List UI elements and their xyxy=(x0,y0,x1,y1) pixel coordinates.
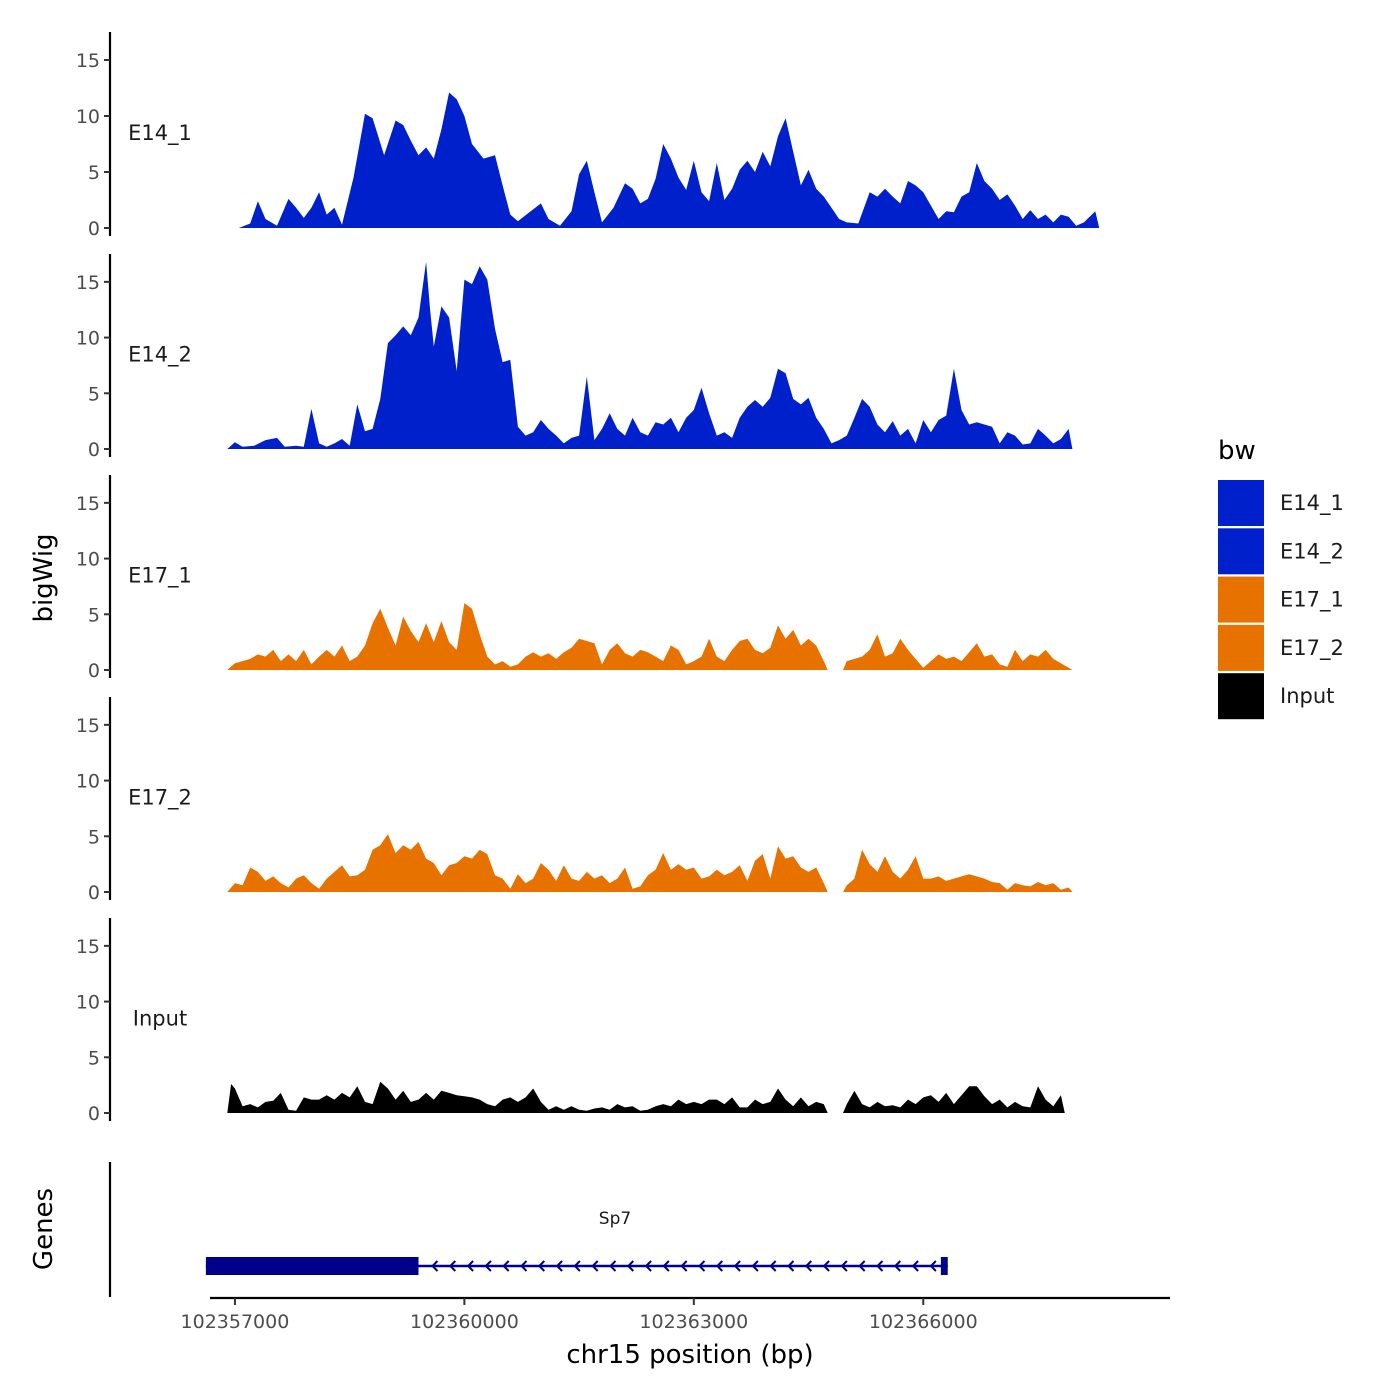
strand-arrow xyxy=(502,1260,510,1272)
area-e17_1 xyxy=(227,603,1073,670)
gene-label: Sp7 xyxy=(599,1209,631,1229)
strand-arrow xyxy=(804,1260,813,1272)
y-axis-title: bigWig xyxy=(29,533,59,622)
track-e14_1: 0 5 10 15 E14_1 xyxy=(76,32,1100,240)
strand-arrow xyxy=(911,1260,919,1272)
gene-exon xyxy=(205,1257,419,1275)
strand-arrow xyxy=(591,1260,599,1272)
y-tick-label: 5 xyxy=(88,1047,100,1069)
strand-arrow xyxy=(858,1260,866,1272)
legend-swatch-input xyxy=(1218,673,1264,720)
track-label: E17_2 xyxy=(128,785,192,810)
gene-track: Sp7 xyxy=(108,1162,948,1297)
strand-arrow xyxy=(822,1260,830,1272)
strand-arrow xyxy=(715,1260,724,1272)
x-tick-label: 102366000 xyxy=(869,1311,978,1333)
track-input: 0 5 10 15 Input xyxy=(76,918,1065,1125)
track-e14_2: 0 5 10 15 E14_2 xyxy=(76,254,1073,461)
x-tick-label: 102363000 xyxy=(639,1311,748,1333)
strand-arrow xyxy=(555,1260,563,1272)
legend-label: E14_2 xyxy=(1280,539,1344,564)
strand-arrow xyxy=(431,1260,439,1272)
strand-arrow xyxy=(769,1260,777,1272)
track-e17_1: 0 5 10 15 E17_1 xyxy=(76,475,1073,682)
area-e17_2 xyxy=(227,834,1073,892)
track-label: E17_1 xyxy=(128,563,192,588)
y-tick-label: 15 xyxy=(76,936,100,958)
strand-arrow xyxy=(929,1260,937,1272)
strand-arrow xyxy=(876,1260,884,1272)
legend-swatch-e17_2 xyxy=(1218,624,1264,671)
y-tick-label: 5 xyxy=(88,162,100,184)
y-tick-label: 5 xyxy=(88,383,100,405)
y-tick-label: 0 xyxy=(88,882,100,904)
y-tick-label: 10 xyxy=(76,992,100,1014)
legend-swatch-e14_2 xyxy=(1218,528,1264,575)
strand-arrow xyxy=(787,1260,795,1272)
track-e17_2: 0 5 10 15 E17_2 xyxy=(76,697,1073,904)
y-tick-label: 15 xyxy=(76,272,100,294)
track-label: E14_1 xyxy=(128,121,192,146)
legend-label: E17_1 xyxy=(1280,588,1344,613)
strand-arrow xyxy=(644,1260,652,1272)
legend-label: Input xyxy=(1280,684,1334,708)
strand-arrow xyxy=(662,1260,670,1272)
y-tick-label: 0 xyxy=(88,1103,100,1125)
strand-arrow xyxy=(609,1260,617,1272)
y-tick-label: 10 xyxy=(76,549,100,571)
y-tick-label: 15 xyxy=(76,715,100,737)
strand-arrow xyxy=(698,1260,706,1272)
legend-label: E17_2 xyxy=(1280,636,1344,661)
y-tick-label: 15 xyxy=(76,50,100,72)
strand-arrow xyxy=(448,1260,457,1272)
y-tick-label: 0 xyxy=(88,660,100,682)
strand-arrow xyxy=(466,1260,474,1272)
y-tick-label: 10 xyxy=(76,106,100,128)
legend-title: bw xyxy=(1218,436,1256,466)
legend-swatch-e17_1 xyxy=(1218,576,1264,623)
area-e14_1 xyxy=(238,92,1100,228)
strand-arrow xyxy=(573,1260,581,1272)
y-tick-label: 0 xyxy=(88,218,100,240)
strand-arrow xyxy=(733,1260,741,1272)
area-e14_2 xyxy=(227,261,1073,449)
legend: bw E14_1 E14_2 E17_1 E17_2 Input xyxy=(1218,436,1344,720)
signal-tracks: 0 5 10 15 E14_1 0 5 10 15 E14_2 0 5 10 15 E17_1 0 5 10 15 E… xyxy=(76,32,1100,1125)
legend-label: E14_1 xyxy=(1280,491,1344,516)
y-tick-label: 5 xyxy=(88,826,100,848)
x-tick-label: 102357000 xyxy=(181,1311,290,1333)
track-label: E14_2 xyxy=(128,342,192,367)
gene-track-title: Genes xyxy=(29,1188,59,1270)
strand-arrow xyxy=(520,1260,528,1272)
strand-arrow xyxy=(751,1260,759,1272)
y-tick-label: 0 xyxy=(88,439,100,461)
x-axis-title: chr15 position (bp) xyxy=(566,1340,813,1370)
y-tick-label: 10 xyxy=(76,771,100,793)
area-input xyxy=(227,1081,1065,1113)
track-label: Input xyxy=(133,1006,187,1030)
strand-arrow xyxy=(680,1260,688,1272)
x-axis: 102357000 102360000 102363000 102366000 xyxy=(181,1296,1170,1333)
strand-arrow xyxy=(484,1260,492,1272)
strand-arrow xyxy=(893,1260,902,1272)
strand-arrow xyxy=(537,1260,546,1272)
y-tick-label: 5 xyxy=(88,604,100,626)
legend-swatch-e14_1 xyxy=(1218,480,1264,526)
gene-exon xyxy=(940,1257,948,1275)
x-tick-label: 102360000 xyxy=(410,1311,519,1333)
strand-arrow xyxy=(626,1260,635,1272)
strand-arrow xyxy=(840,1260,848,1272)
y-tick-label: 15 xyxy=(76,493,100,515)
y-tick-label: 10 xyxy=(76,328,100,350)
